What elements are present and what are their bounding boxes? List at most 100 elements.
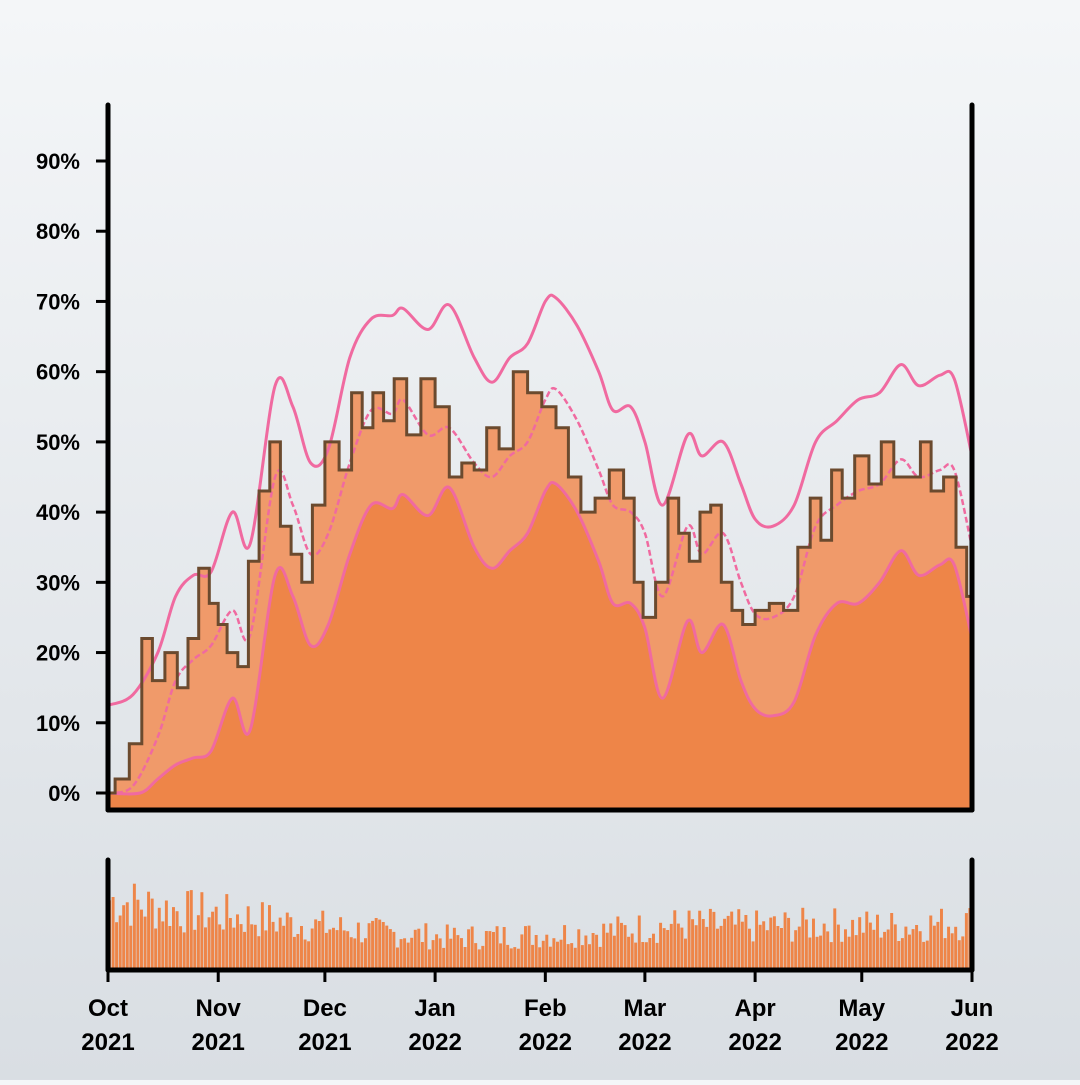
volume-bar	[655, 942, 659, 970]
volume-bar	[271, 921, 275, 970]
volume-bar	[925, 940, 929, 970]
y-tick-label: 60%	[36, 360, 80, 385]
volume-bar	[467, 929, 471, 970]
volume-bar	[637, 915, 641, 970]
volume-bar	[801, 907, 805, 970]
x-tick-month: Mar	[624, 995, 667, 1022]
volume-bar	[168, 926, 172, 970]
volume-bar	[641, 942, 645, 970]
volume-bar	[964, 913, 968, 970]
volume-bar	[438, 938, 442, 970]
volume-bar	[794, 930, 798, 970]
volume-bar	[143, 916, 147, 970]
volume-bar	[406, 942, 410, 970]
volume-bar	[243, 931, 247, 970]
volume-bar	[374, 918, 378, 970]
volume-bar	[612, 935, 616, 970]
volume-bar	[730, 911, 734, 970]
volume-bar	[239, 924, 243, 970]
volume-bar	[527, 925, 531, 970]
volume-bar	[548, 946, 552, 970]
volume-bar	[566, 944, 570, 970]
volume-bar	[751, 941, 755, 970]
volume-bar	[851, 919, 855, 970]
volume-bar	[218, 924, 222, 970]
volume-bar	[371, 920, 375, 970]
x-axis: Oct 2021 Nov 2021 Dec 2021 Jan 2022 Feb 2022 Mar 20…	[81, 970, 999, 1056]
volume-bar	[904, 926, 908, 970]
volume-bar	[701, 919, 705, 970]
volume-bar	[531, 944, 535, 970]
volume-bar	[292, 936, 296, 970]
volume-bar	[221, 929, 225, 970]
volume-bar	[911, 929, 915, 970]
volume-bar	[737, 909, 741, 970]
volume-bar	[442, 947, 446, 970]
volume-bar	[605, 932, 609, 970]
volume-bar	[879, 937, 883, 970]
volume-bar	[630, 933, 634, 970]
volume-bar	[172, 907, 175, 970]
volume-bar	[403, 938, 407, 970]
volume-bar	[204, 927, 207, 970]
volume-bar	[125, 902, 129, 970]
y-tick-label: 0%	[48, 781, 80, 806]
volume-bar	[922, 941, 926, 970]
volume-bar	[790, 941, 794, 970]
volume-bar	[772, 916, 776, 970]
volume-bar	[314, 919, 318, 970]
volume-bar	[858, 917, 862, 970]
volume-bar	[164, 900, 168, 970]
volume-bar	[392, 931, 396, 970]
volume-bar	[797, 926, 801, 970]
volume-bar	[388, 929, 392, 970]
observed-line	[108, 370, 972, 795]
volume-bar	[787, 917, 791, 970]
volume-bar	[484, 931, 488, 970]
x-tick-year: 2021	[81, 1029, 134, 1056]
volume-bar	[207, 917, 211, 970]
volume-bar	[452, 927, 456, 970]
x-tick-year: 2021	[192, 1029, 245, 1056]
volume-bar	[381, 922, 385, 970]
volume-bar	[506, 944, 510, 970]
volume-bar	[289, 917, 293, 970]
volume-bar	[940, 908, 943, 970]
volume-bar	[196, 915, 200, 970]
volume-bar	[868, 922, 872, 970]
x-tick-month: Oct	[88, 995, 128, 1022]
volume-bar	[627, 936, 631, 970]
x-tick-year: 2022	[618, 1029, 671, 1056]
volume-bar	[900, 938, 904, 970]
y-tick-label: 80%	[36, 219, 80, 244]
volume-bar	[780, 928, 783, 970]
volume-bar	[876, 914, 879, 970]
volume-bar	[492, 932, 495, 970]
volume-bar	[509, 948, 513, 970]
y-tick-label: 20%	[36, 641, 80, 666]
volume-bar	[456, 935, 460, 970]
volume-bar	[417, 928, 421, 970]
volume-bar	[332, 927, 335, 970]
x-tick-year: 2022	[519, 1029, 572, 1056]
volume-bar	[154, 928, 158, 970]
volume-bar	[246, 906, 250, 970]
volume-bar	[335, 930, 339, 970]
volume-bar	[758, 924, 762, 970]
volume-bar	[228, 918, 232, 970]
volume-bar	[264, 930, 268, 970]
volume-bar	[431, 940, 435, 970]
upper-envelope-line	[108, 293, 972, 707]
volume-bar	[808, 937, 812, 970]
volume-bar	[396, 947, 399, 970]
volume-bar	[460, 938, 463, 970]
volume-bar	[157, 907, 161, 970]
volume-bar	[524, 926, 527, 970]
volume-bar	[328, 929, 332, 970]
volume-bar	[303, 939, 307, 970]
volume-bar	[424, 923, 428, 970]
volume-bar	[929, 915, 933, 970]
volume-bar	[623, 925, 627, 970]
volume-bar	[140, 909, 143, 970]
volume-bar	[908, 934, 911, 970]
